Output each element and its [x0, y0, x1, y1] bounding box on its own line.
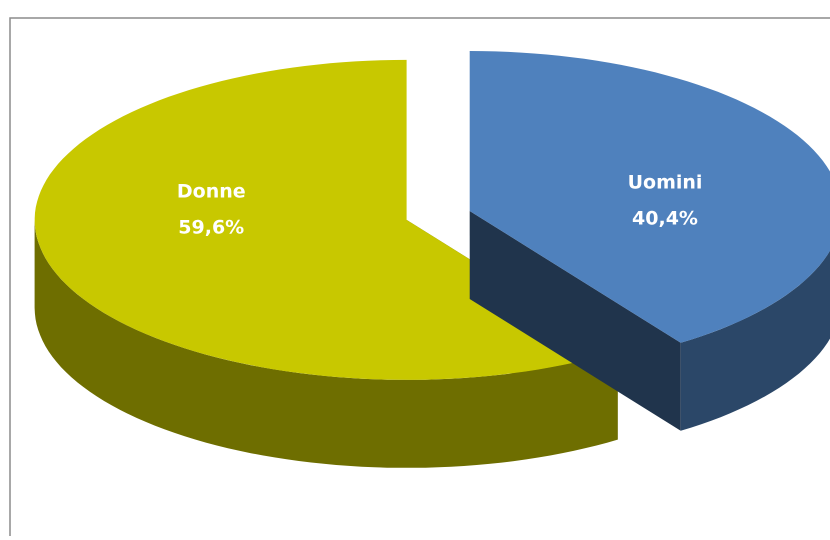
- slice-category-label: Donne: [177, 180, 246, 202]
- slice-side: [680, 250, 830, 431]
- slice-value-label: 40,4%: [632, 208, 698, 230]
- slice-wall: [469, 211, 681, 431]
- slice-value-label: 59,6%: [178, 216, 244, 238]
- slice: [469, 51, 830, 343]
- slice-category-label: Uomini: [628, 172, 703, 194]
- slice-side: [34, 219, 618, 468]
